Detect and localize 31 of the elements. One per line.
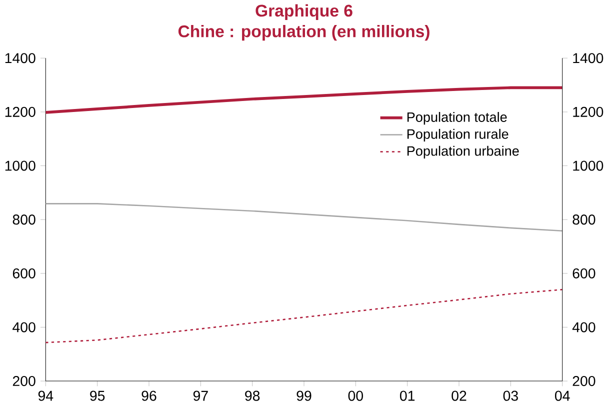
y-tick-label: 800 [12,214,36,225]
y-tick-label: 400 [12,322,36,332]
line-series [46,202,562,232]
x-tick-label: 94 [38,390,54,401]
y-tick-label: 1200 [5,106,36,117]
chart-subtitle: Chine : population (en millions) [178,24,430,41]
y2-tick-label: 400 [572,322,596,332]
x-tick-label: 02 [452,390,466,401]
x-tick-label: 97 [193,390,208,401]
legend-label: Population totale [407,112,507,125]
y-tick-label: 1000 [5,160,36,171]
y2-tick-label: 200 [572,376,596,386]
y2-tick-label: 1000 [573,160,604,171]
x-tick-label: 98 [245,390,260,401]
y-tick-label: 1400 [5,53,36,64]
x-tick-label: 99 [296,390,312,401]
y2-tick-label: 1400 [573,53,604,64]
y2-tick-label: 1200 [573,106,604,117]
x-tick-label: 00 [348,390,364,401]
x-tick-label: 03 [503,390,518,401]
x-tick-label: 04 [555,390,570,401]
y2-tick-label: 600 [572,268,596,278]
x-tick-label: 01 [400,390,415,401]
x-tick-label: 96 [142,390,156,401]
y2-tick-label: 800 [572,214,596,225]
legend-label: Population urbaine [407,146,519,158]
y-tick-label: 200 [12,376,36,386]
y-tick-label: 600 [12,268,36,278]
chart-title: Graphique 6 [256,4,352,20]
x-tick-label: 95 [90,390,105,401]
legend-label: Population rurale [407,128,508,142]
